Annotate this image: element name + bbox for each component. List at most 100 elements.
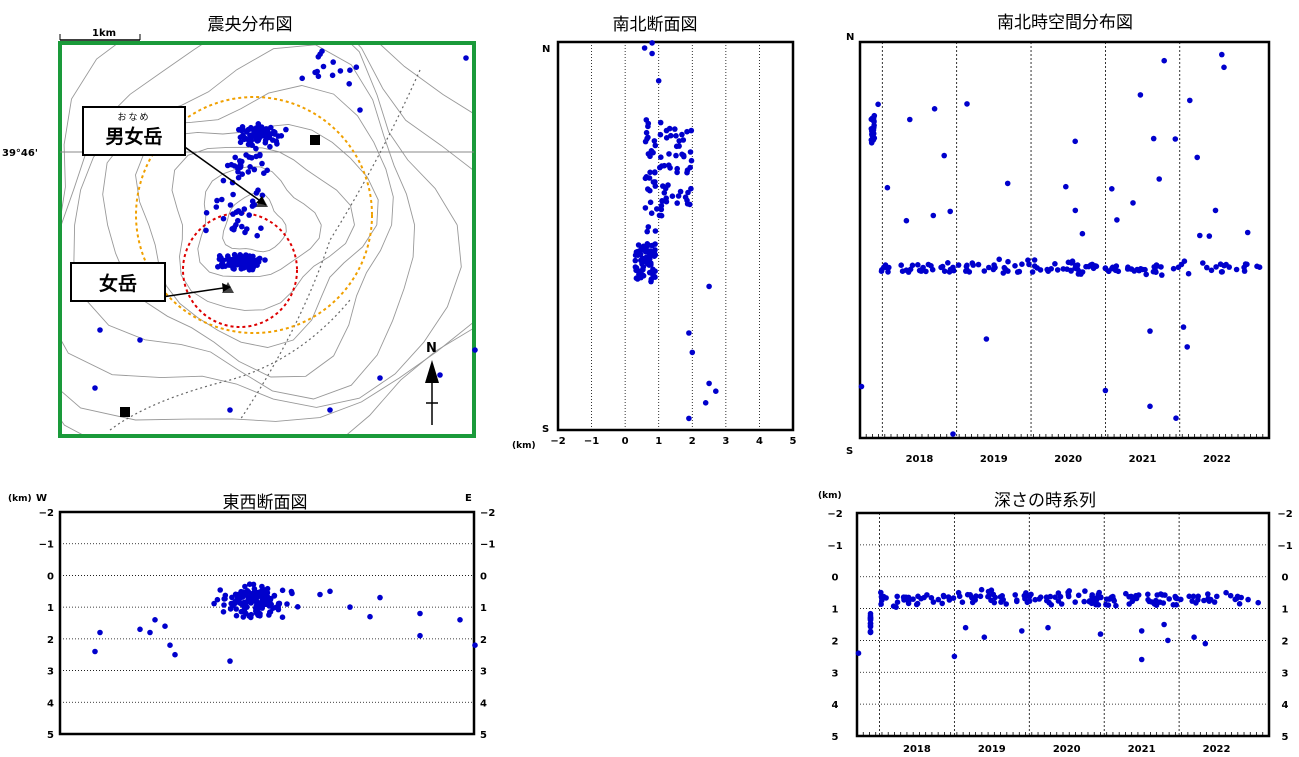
dt-point [992,594,998,601]
dt-point [1162,592,1168,598]
dt-y-tick-left: 3 [832,668,839,679]
ew-point [279,614,286,620]
epicenter-point [233,222,239,228]
ns-point [688,127,695,134]
nst-point [1242,261,1249,267]
nst-point [1244,229,1251,236]
ns-point [646,175,653,181]
nst-point [1128,266,1135,272]
dt-point [981,634,988,640]
ew-point [347,604,353,610]
nst-point [1052,261,1058,267]
nst-point [1048,266,1054,272]
ew-point [241,591,247,598]
nst-point [981,268,988,274]
dt-point [878,589,884,596]
epicenter-point [254,125,261,131]
ns-point [686,330,692,336]
nst-point [909,262,916,269]
dt-y-tick-left: 2 [832,636,839,647]
ew-y-tick-left: 1 [47,603,54,614]
nst-point [941,152,947,159]
ns-x-tick: 2 [689,436,696,447]
ew-point [377,594,383,601]
epicenter-point [231,163,238,169]
dt-point [959,599,966,605]
dt-point [1166,596,1172,602]
epicenter-point [255,187,261,193]
ns-point [668,132,674,139]
ew-y-tick-right: 5 [480,730,487,741]
epicenter-point [255,135,262,142]
ew-y-tick-right: 2 [480,635,487,646]
ew-point [167,642,173,648]
dt-point [1032,596,1038,603]
dt-point [962,624,969,631]
dt-y-tick-right: 2 [1282,636,1289,647]
dt-point [1106,596,1113,602]
ew-point [221,602,227,608]
epicenter-point [213,204,220,210]
nst-point [1218,269,1225,275]
dt-x-tick: 2020 [1053,744,1081,755]
dt-y-tick-left: 1 [832,605,839,616]
onnnanome-callout: おなめ 男女岳 [82,106,186,156]
ns-point [666,162,672,168]
epicenter-point [203,227,209,234]
north-label: N [426,341,437,356]
epicenter-point [239,223,245,230]
ns-x-tick: 5 [790,436,797,447]
ns-point [640,272,646,279]
nst-point [1219,51,1225,58]
nst-point [1137,92,1144,98]
ns-point [689,349,696,356]
dt-x-tick: 2021 [1128,744,1156,755]
epicenter-point [346,81,353,87]
dt-point [1133,595,1140,602]
ew-point [227,658,233,664]
dt-point [978,586,985,593]
dt-point [985,588,992,595]
nst-point [1233,266,1240,273]
ew-y-tick-right: 4 [480,698,487,709]
ns-point [655,78,662,84]
epicenter-point [238,253,244,259]
epicenter-point [240,126,246,133]
nst-point [1113,263,1120,269]
ew-point [232,591,239,598]
nst-point [915,262,921,268]
dt-y-tick-right: 0 [1282,573,1289,584]
ns-x-tick: −1 [584,436,599,447]
dt-point [1223,589,1229,596]
nst-point [1029,269,1036,275]
ns-time-panel: 南北時空間分布図 N S 2018 2019 2020 2021 2022 [840,0,1299,470]
nst-point [996,256,1002,263]
ns-point [642,175,649,182]
dt-point [939,600,945,607]
epicenter-point [254,262,260,269]
outer-circle [135,96,373,334]
nst-point [1001,264,1008,271]
ew-y-tick-right: 1 [480,603,487,614]
nst-point [1072,207,1079,214]
depth-time-panel: 深さの時系列 (km) −2 −2 −1 −1 0 0 1 1 2 2 3 3 4 4 5 5 2018 2019… [800,480,1299,757]
ew-section-title: 東西断面図 [222,493,308,513]
onnnanome-label: 男女岳 [105,125,163,148]
ns-point [642,205,649,211]
nst-point [991,262,997,268]
ns-point [666,151,672,157]
ew-point [220,609,227,615]
nst-point [898,262,904,269]
ew-point [252,605,259,611]
epicenter-point [266,134,273,141]
nst-point [1172,136,1179,142]
ew-point [268,601,275,608]
ns-point [657,131,664,138]
dt-point [1205,591,1211,597]
ns-point [656,212,663,219]
dt-point [867,629,874,636]
epicenter-point [220,177,227,184]
ns-point [663,195,669,201]
ew-y-tick-left: 3 [47,667,54,678]
epicenter-map-panel: 震央分布図 1km 39°46' N [0,0,500,450]
